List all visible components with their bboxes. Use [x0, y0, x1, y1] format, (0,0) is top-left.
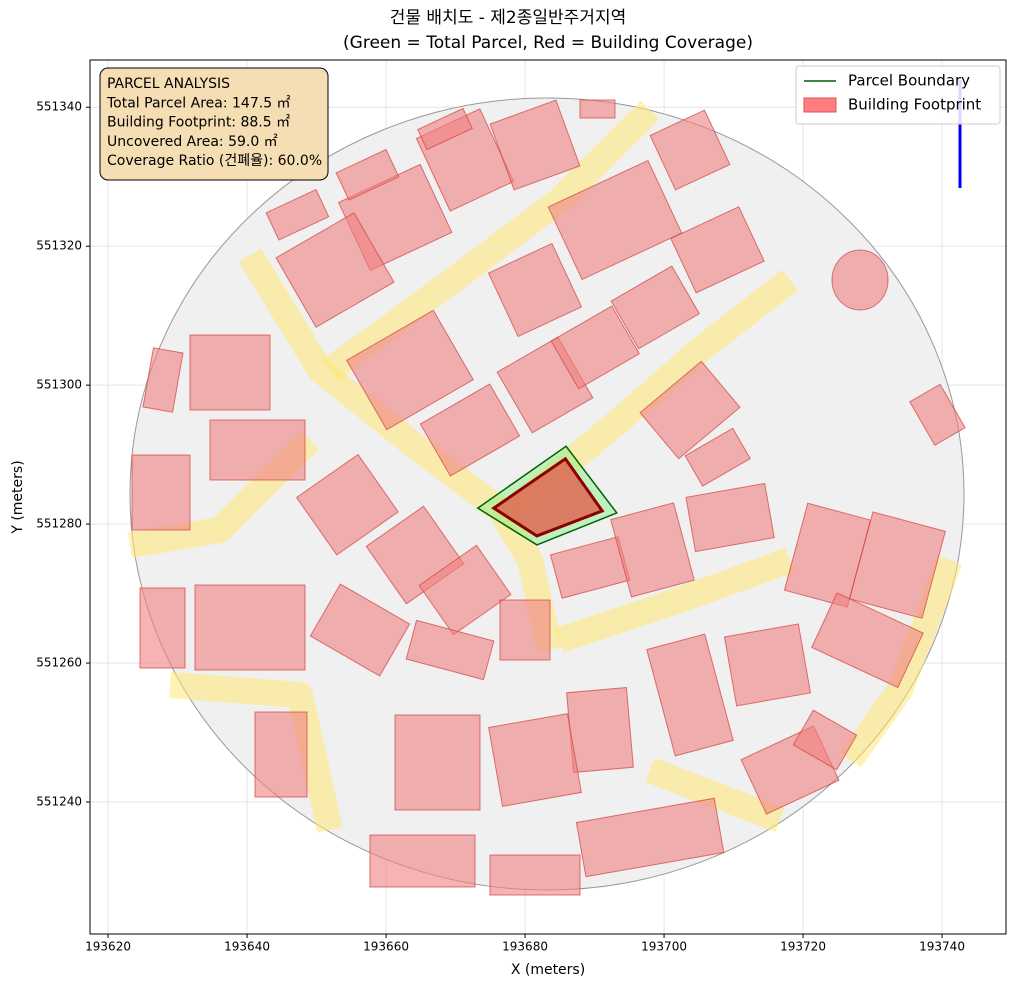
y-tick-label: 551340 [36, 100, 82, 114]
annotation-line: PARCEL ANALYSIS [107, 76, 230, 92]
annotation-line: Building Footprint: 88.5 ㎡ [107, 115, 290, 131]
buildings [131, 99, 966, 896]
chart-title: 건물 배치도 - 제2종일반주거지역 [390, 8, 626, 28]
y-tick-label: 551280 [36, 517, 82, 531]
legend: Parcel Boundary Building Footprint [795, 65, 1001, 125]
y-tick-label: 551320 [36, 239, 82, 253]
x-tick-label: 193700 [641, 940, 687, 954]
plot-frame [89, 59, 1007, 935]
chart-subtitle: (Green = Total Parcel, Red = Building Co… [343, 33, 753, 53]
legend-swatch [803, 97, 837, 113]
y-tick-label: 551300 [36, 378, 82, 392]
building-polygon [491, 456, 605, 538]
annotation-line: Coverage Ratio (건폐율): 60.0% [107, 153, 322, 169]
x-axis-label: X (meters) [511, 962, 585, 978]
x-tick-label: 193720 [780, 940, 826, 954]
x-tick-label: 193680 [502, 940, 548, 954]
annotation-line: Uncovered Area: 59.0 ㎡ [107, 134, 278, 150]
legend-label: Parcel Boundary [848, 72, 970, 90]
y-tick-label: 551240 [36, 794, 82, 808]
annotation-box: PARCEL ANALYSIS Total Parcel Area: 147.5 … [99, 67, 329, 181]
x-tick-label: 193620 [85, 940, 131, 954]
y-axis-label: Y (meters) [10, 460, 26, 534]
x-tick-label: 193740 [919, 940, 965, 954]
x-tick-label: 193660 [363, 940, 409, 954]
annotation-line: Total Parcel Area: 147.5 ㎡ [106, 95, 291, 111]
legend-frame [795, 65, 1001, 125]
legend-label: Building Footprint [848, 96, 981, 114]
x-tick-label: 193640 [224, 940, 270, 954]
annotation-background [99, 67, 329, 181]
y-tick-label: 551260 [36, 656, 82, 670]
